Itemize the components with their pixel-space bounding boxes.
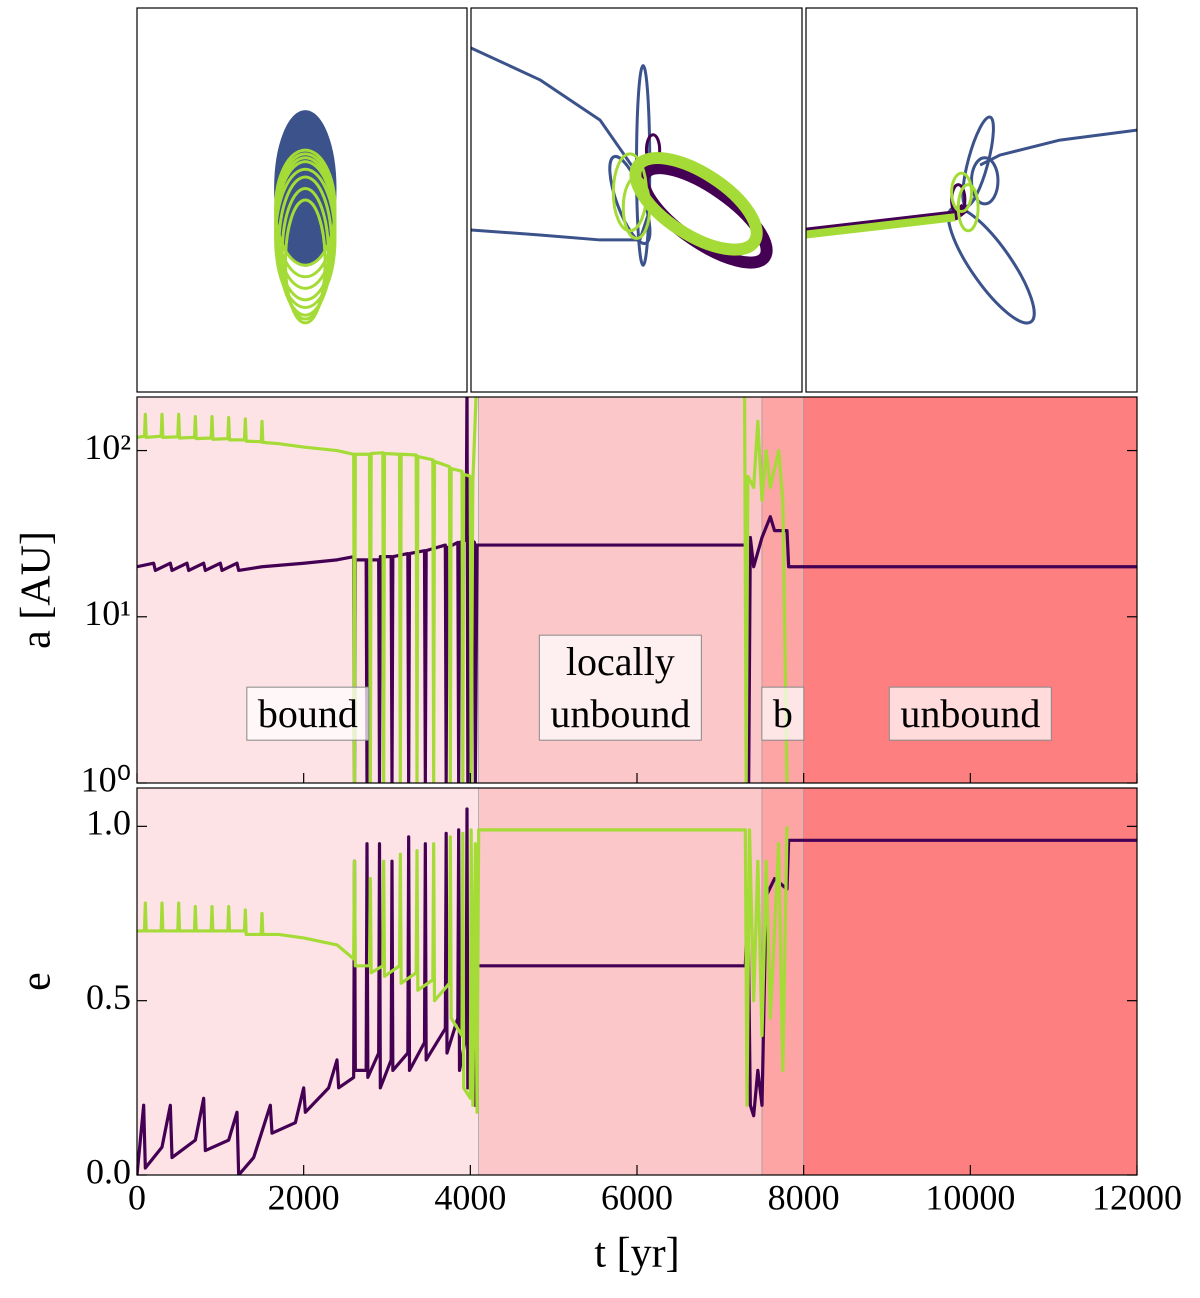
region-label: b [761,686,805,741]
orbit-ellipse [277,175,334,317]
region-label-text: locally [566,639,675,684]
x-tick-label: 4000 [434,1177,506,1217]
y-axis-label: e [14,972,60,991]
orbit-ellipse [644,133,662,167]
y-tick-label: 1.0 [86,803,131,843]
orbit-ellipse [280,186,330,321]
region-label-text: b [773,691,793,736]
x-tick-label: 12000 [1092,1177,1182,1217]
orbit-ellipse [961,115,995,208]
region-label: locally unbound [538,634,702,741]
x-tick-label: 8000 [768,1177,840,1217]
x-tick-label: 10000 [925,1177,1015,1217]
orbit-ellipse [629,152,763,256]
orbit-ellipse [284,198,327,325]
region-label-box [761,686,805,741]
axes-frame [470,7,803,393]
region [803,788,1137,1175]
y-axis-label: a [AU] [14,531,60,649]
y-tick-label: 10¹ [84,593,131,633]
orbit-ellipse [950,171,974,214]
x-tick-label: 0 [128,1177,146,1217]
region-label-box [246,686,370,741]
region-label-text: unbound [900,691,1040,736]
region [478,788,763,1175]
orbit-ellipse [274,167,337,310]
series-line [137,807,1137,1175]
orbit-path [979,128,1137,167]
plot-area [137,788,1137,1175]
orbit-ellipse [956,183,980,233]
y-tick-label: 0.5 [86,977,131,1017]
y-tick-label: 0.0 [86,1151,131,1191]
orbit-ellipse [611,152,648,233]
x-axis-label: t [yr] [594,1231,679,1277]
axes-frame [136,7,468,393]
axes-frame [805,7,1138,393]
series-line [137,826,789,1114]
region-label-box [538,634,702,741]
x-tick-label: 6000 [601,1177,673,1217]
series-line [137,397,789,783]
y-tick-label: 10⁰ [81,759,131,799]
orbit-path [806,213,956,239]
region-label: bound [246,686,370,741]
plot-area [274,110,337,325]
orbit-ellipse [621,175,652,240]
region-label: unbound [888,686,1052,741]
region-label-text: bound [258,691,358,736]
y-tick-label: 10² [84,427,131,467]
region-label-box [888,686,1052,741]
plot-area [471,46,773,269]
plot-area [806,115,1137,325]
orbit-ellipse [970,156,1000,206]
x-tick-label: 2000 [268,1177,340,1217]
region-label-text: unbound [550,691,690,736]
